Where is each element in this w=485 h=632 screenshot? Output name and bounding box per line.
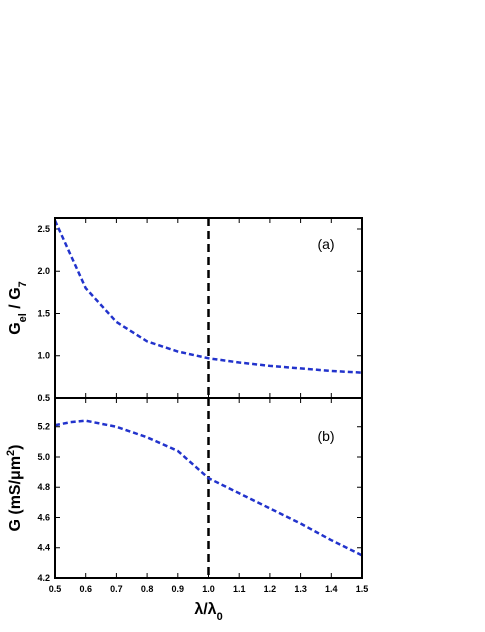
- x-tick-label: 0.7: [110, 584, 123, 594]
- y-tick-label: 4.8: [37, 482, 50, 492]
- y-tick-label: 2.5: [37, 224, 50, 234]
- y-axis-title-part: ): [7, 444, 24, 449]
- y-tick-label: 4.2: [37, 573, 50, 583]
- x-axis-title-part: 0: [217, 611, 223, 623]
- x-tick-label: 1.5: [356, 584, 369, 594]
- x-axis-title-part: λ/λ: [194, 601, 216, 618]
- y-axis-title-part: G: [7, 322, 24, 334]
- x-tick-label: 1.0: [202, 584, 215, 594]
- panel-label: (b): [317, 428, 334, 444]
- y-tick-label: 1.0: [37, 351, 50, 361]
- x-tick-label: 1.2: [264, 584, 277, 594]
- y-axis-title-part: el: [17, 313, 29, 322]
- x-tick-label: 0.6: [79, 584, 92, 594]
- y-tick-label: 5.0: [37, 452, 50, 462]
- y-tick-label: 1.5: [37, 308, 50, 318]
- y-axis-title: G (mS/μm2): [5, 444, 24, 531]
- x-axis-title: λ/λ0: [194, 601, 222, 623]
- plot-frame: [54, 397, 363, 579]
- x-tick-label: 1.4: [325, 584, 338, 594]
- panel-label: (a): [317, 236, 334, 252]
- y-tick-label: 4.4: [37, 543, 50, 553]
- y-tick-label: 0.5: [37, 393, 50, 403]
- x-tick-label: 0.8: [141, 584, 154, 594]
- x-tick-label: 1.1: [233, 584, 246, 594]
- y-axis-title-part: 7: [17, 281, 29, 287]
- y-axis-title-part: 2: [5, 450, 17, 456]
- data-line: [54, 419, 363, 557]
- y-tick-label: 5.2: [37, 422, 50, 432]
- x-tick-label: 0.5: [49, 584, 62, 594]
- data-line: [53, 220, 363, 374]
- x-tick-label: 0.9: [172, 584, 185, 594]
- x-tick-label: 1.3: [294, 584, 307, 594]
- y-axis-title: Gel / G7: [7, 281, 29, 335]
- y-axis-title-part: / G: [7, 287, 24, 313]
- y-axis-title-part: G (mS/μm: [7, 456, 24, 532]
- y-tick-label: 2.0: [37, 266, 50, 276]
- y-tick-label: 4.6: [37, 512, 50, 522]
